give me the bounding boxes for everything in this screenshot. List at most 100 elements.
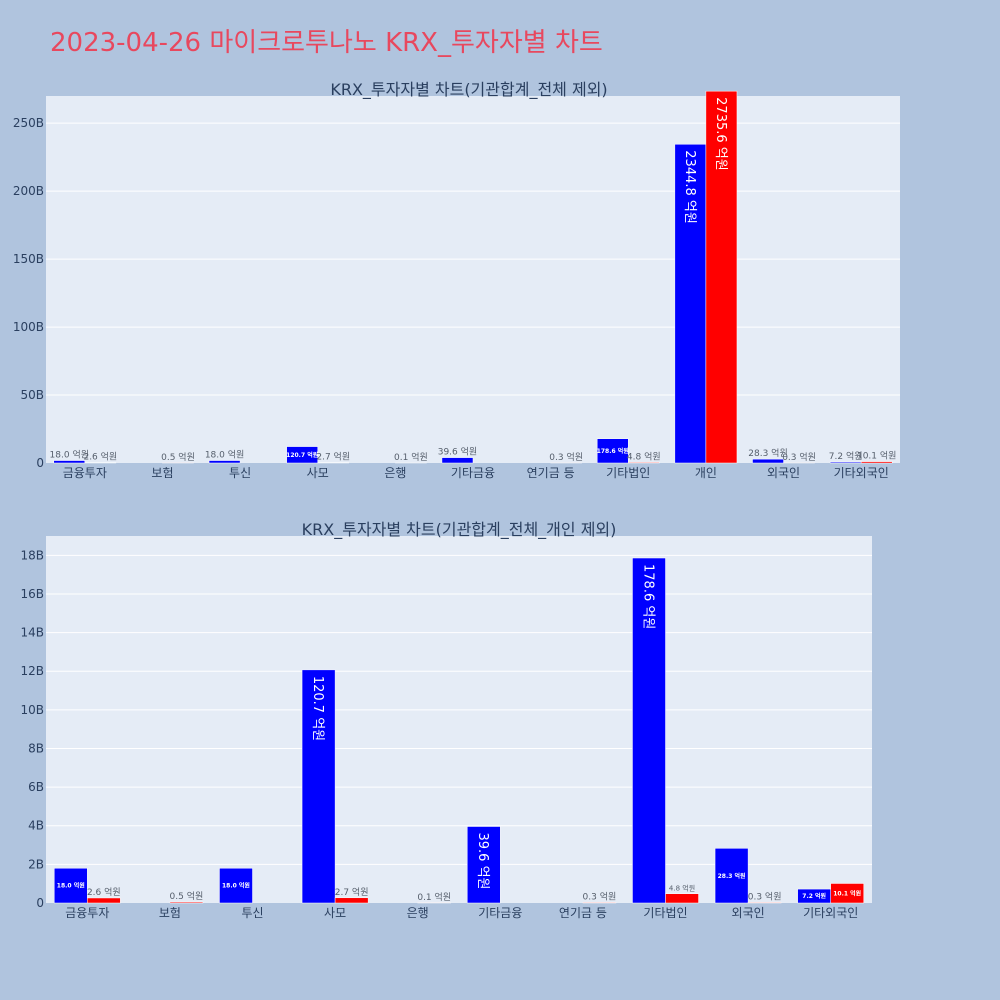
bar <box>705 90 738 464</box>
data-label: 0.3 억원 <box>782 451 816 463</box>
bar <box>665 893 699 904</box>
bar <box>829 461 862 464</box>
y-tick-label: 18B <box>20 548 44 562</box>
data-label: 0.5 억원 <box>161 451 195 463</box>
y-tick-label: 12B <box>20 664 44 678</box>
data-label: 2.6 억원 <box>83 451 117 463</box>
data-label: 120.7 억원 <box>286 451 318 459</box>
bar <box>714 848 749 904</box>
x-tick-label: 연기금 등 <box>527 466 575 480</box>
bar <box>441 457 474 464</box>
bar <box>752 458 784 464</box>
y-tick-label: 8B <box>28 741 44 755</box>
x-tick-label: 기타법인 <box>643 906 687 920</box>
x-tick-label: 기타외국인 <box>834 466 889 480</box>
x-tick-label: 보험 <box>151 466 173 480</box>
y-tick-label: 6B <box>28 780 44 794</box>
data-label: 0.1 억원 <box>417 891 451 903</box>
bar <box>632 557 666 904</box>
data-label: 28.3 억원 <box>718 872 746 880</box>
chart-top: 0 50B 100B 150B 200B 250B KRX_투자자별 차트(기관합계_전체 … <box>13 80 900 480</box>
x-tick-label: 사모 <box>324 906 346 920</box>
plot-area <box>46 536 872 903</box>
data-label: 120.7 억원 <box>310 676 325 741</box>
chart-title: KRX_투자자별 차트(기관합계_전체 제외) <box>330 80 607 100</box>
data-label: 39.6 억원 <box>475 833 490 890</box>
data-label: 0.3 억원 <box>748 890 782 902</box>
data-label: 178.6 억원 <box>640 564 655 629</box>
data-label: 2.6 억원 <box>87 886 121 898</box>
data-label: 0.3 억원 <box>549 451 583 463</box>
data-label: 18.0 억원 <box>50 449 89 461</box>
data-label: 18.0 억원 <box>57 882 85 890</box>
data-label: 7.2 억원 <box>829 450 863 462</box>
x-tick-label: 은행 <box>407 905 429 920</box>
page-title: 2023-04-26 마이크로투나노 KRX_투자자별 차트 <box>50 28 603 58</box>
y-tick-label: 250B <box>13 116 44 130</box>
data-label: 0.1 억원 <box>394 451 428 463</box>
x-tick-label: 사모 <box>307 466 329 480</box>
bar <box>674 144 707 464</box>
x-tick-label: 보험 <box>159 906 181 920</box>
x-tick-label: 외국인 <box>732 906 765 920</box>
chart-title: KRX_투자자별 차트(기관합계_전체_개인 제외) <box>302 520 617 540</box>
data-label: 28.3 억원 <box>748 447 787 459</box>
bar <box>54 867 88 904</box>
x-tick-label: 기타금융 <box>451 466 495 480</box>
bar <box>87 897 121 904</box>
data-label: 10.1 억원 <box>857 450 896 462</box>
data-label: 2.7 억원 <box>335 886 369 898</box>
x-tick-label: 금융투자 <box>63 466 107 480</box>
x-tick-label: 기타법인 <box>606 466 650 480</box>
y-tick-label: 14B <box>20 626 44 640</box>
bar <box>596 438 629 464</box>
plot-area <box>46 96 900 463</box>
y-tick-label: 200B <box>13 184 44 198</box>
data-label: 39.6 억원 <box>438 446 477 458</box>
y-tick-label: 10B <box>20 703 44 717</box>
y-tick-label: 150B <box>13 252 44 266</box>
bar <box>208 460 241 464</box>
x-tick-label: 기타금융 <box>478 906 522 920</box>
y-tick-label: 16B <box>20 587 44 601</box>
data-label: 0.3 억원 <box>583 890 617 902</box>
x-tick-label: 개인 <box>695 466 717 480</box>
x-tick-label: 외국인 <box>767 466 800 480</box>
data-label: 0.5 억원 <box>170 890 204 902</box>
bar <box>53 460 86 464</box>
x-tick-label: 투신 <box>229 466 251 480</box>
data-label: 178.6 억원 <box>597 447 629 455</box>
x-tick-label: 기타외국인 <box>803 906 858 920</box>
x-tick-label: 은행 <box>384 465 406 480</box>
y-tick-label: 0 <box>36 896 44 910</box>
bar <box>582 902 617 904</box>
y-tick-label: 100B <box>13 320 44 334</box>
bar <box>169 901 204 904</box>
data-label: 7.2 억원 <box>802 892 826 900</box>
bar <box>830 883 864 904</box>
bar <box>628 462 660 464</box>
bar <box>286 446 318 464</box>
bar <box>301 669 336 904</box>
data-label: 10.1 억원 <box>833 889 861 897</box>
data-label: 18.0 억원 <box>205 449 244 461</box>
bar <box>747 902 782 904</box>
data-label: 2.7 억원 <box>316 451 350 463</box>
data-label: 2735.6 억원 <box>713 97 728 171</box>
data-label: 4.8 억원 <box>627 450 661 462</box>
data-label: 18.0 억원 <box>222 882 250 890</box>
chart-bottom: 0 2B 4B 6B 8B 10B 12B 14B 16B 18B KRX_투자자별 차트(기관합계… <box>20 520 872 920</box>
bar <box>467 826 501 904</box>
y-tick-label: 2B <box>28 857 44 871</box>
bar <box>860 461 893 464</box>
data-label: 4.8 억원 <box>669 884 695 893</box>
x-tick-label: 금융투자 <box>65 906 109 920</box>
x-tick-label: 연기금 등 <box>559 906 607 920</box>
y-tick-label: 0 <box>36 456 44 470</box>
y-tick-label: 4B <box>28 819 44 833</box>
bar <box>219 867 253 904</box>
y-tick-label: 50B <box>20 388 44 402</box>
bar <box>334 897 369 904</box>
data-label: 2344.8 억원 <box>682 150 697 224</box>
x-tick-label: 투신 <box>241 906 263 920</box>
